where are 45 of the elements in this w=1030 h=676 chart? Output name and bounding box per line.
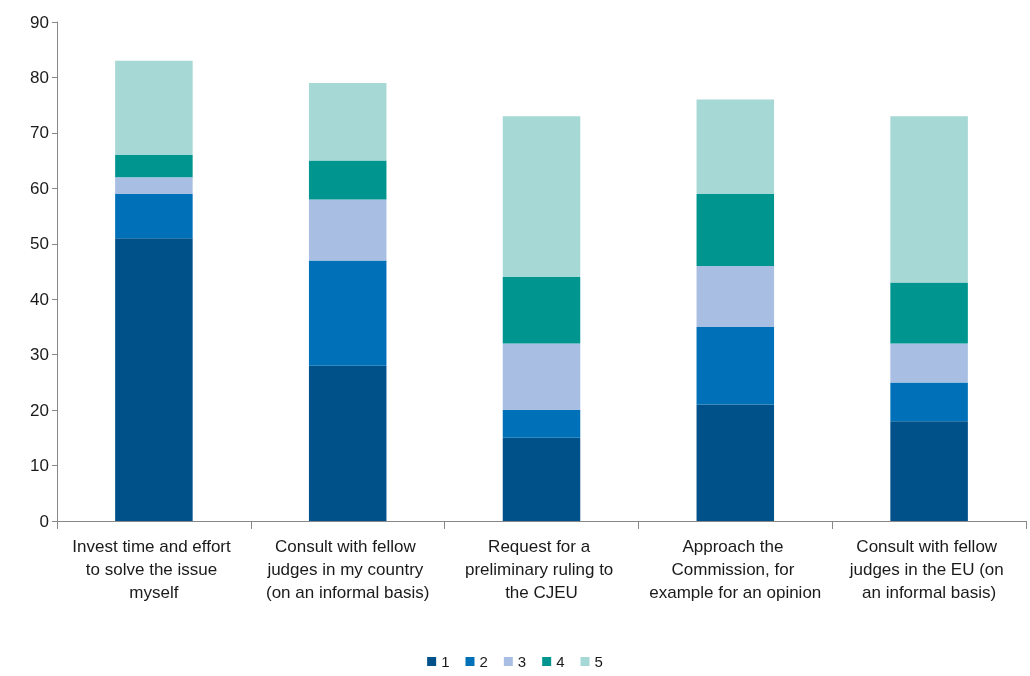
y-tick-label: 70 xyxy=(30,123,49,143)
bar xyxy=(696,99,775,194)
y-tick-label: 90 xyxy=(30,12,49,32)
x-tick-label: Consult with fellow judges in the EU (on an informal basis) xyxy=(848,537,1009,602)
bar xyxy=(502,343,581,411)
y-tick-label: 0 xyxy=(39,511,49,531)
bar xyxy=(696,265,775,327)
bar xyxy=(696,326,775,405)
bar xyxy=(890,116,968,283)
x-tick-label: Consult with fellow judges in my country (on an informal basis) xyxy=(265,537,430,602)
y-tick-label: 20 xyxy=(30,400,49,420)
legend-label: 1 xyxy=(441,653,450,670)
y-tick-label: 50 xyxy=(30,234,49,254)
bar xyxy=(115,155,193,178)
bar xyxy=(696,404,775,521)
bar xyxy=(308,199,387,261)
legend-label: 5 xyxy=(594,653,603,670)
y-tick-label: 60 xyxy=(30,178,49,198)
bar xyxy=(890,382,968,422)
bar xyxy=(502,277,581,344)
bar xyxy=(502,437,581,521)
x-tick-label: Invest time and effort to solve the issue myself xyxy=(72,537,236,602)
x-tick-label: Approach the Commission, for example for an opinion xyxy=(649,537,822,602)
bar xyxy=(890,343,968,383)
bar xyxy=(502,410,581,438)
bar xyxy=(696,193,775,266)
bar xyxy=(115,60,193,156)
bar xyxy=(308,260,387,366)
bar xyxy=(308,365,387,521)
legend-label: 2 xyxy=(479,653,488,670)
y-tick-label: 80 xyxy=(30,67,49,87)
bar xyxy=(308,160,387,200)
y-tick-label: 10 xyxy=(30,456,49,476)
bar xyxy=(308,82,387,161)
bar xyxy=(502,116,581,278)
bar xyxy=(890,282,968,344)
bar xyxy=(890,421,968,521)
y-tick-label: 40 xyxy=(30,289,49,309)
bar xyxy=(115,193,193,239)
legend-label: 4 xyxy=(556,653,565,670)
legend-label: 3 xyxy=(517,653,527,670)
y-tick-label: 30 xyxy=(30,345,49,365)
x-tick-label: Request for a preliminary ruling to the CJEU xyxy=(464,537,619,602)
bar xyxy=(115,177,193,194)
bar xyxy=(115,238,193,521)
